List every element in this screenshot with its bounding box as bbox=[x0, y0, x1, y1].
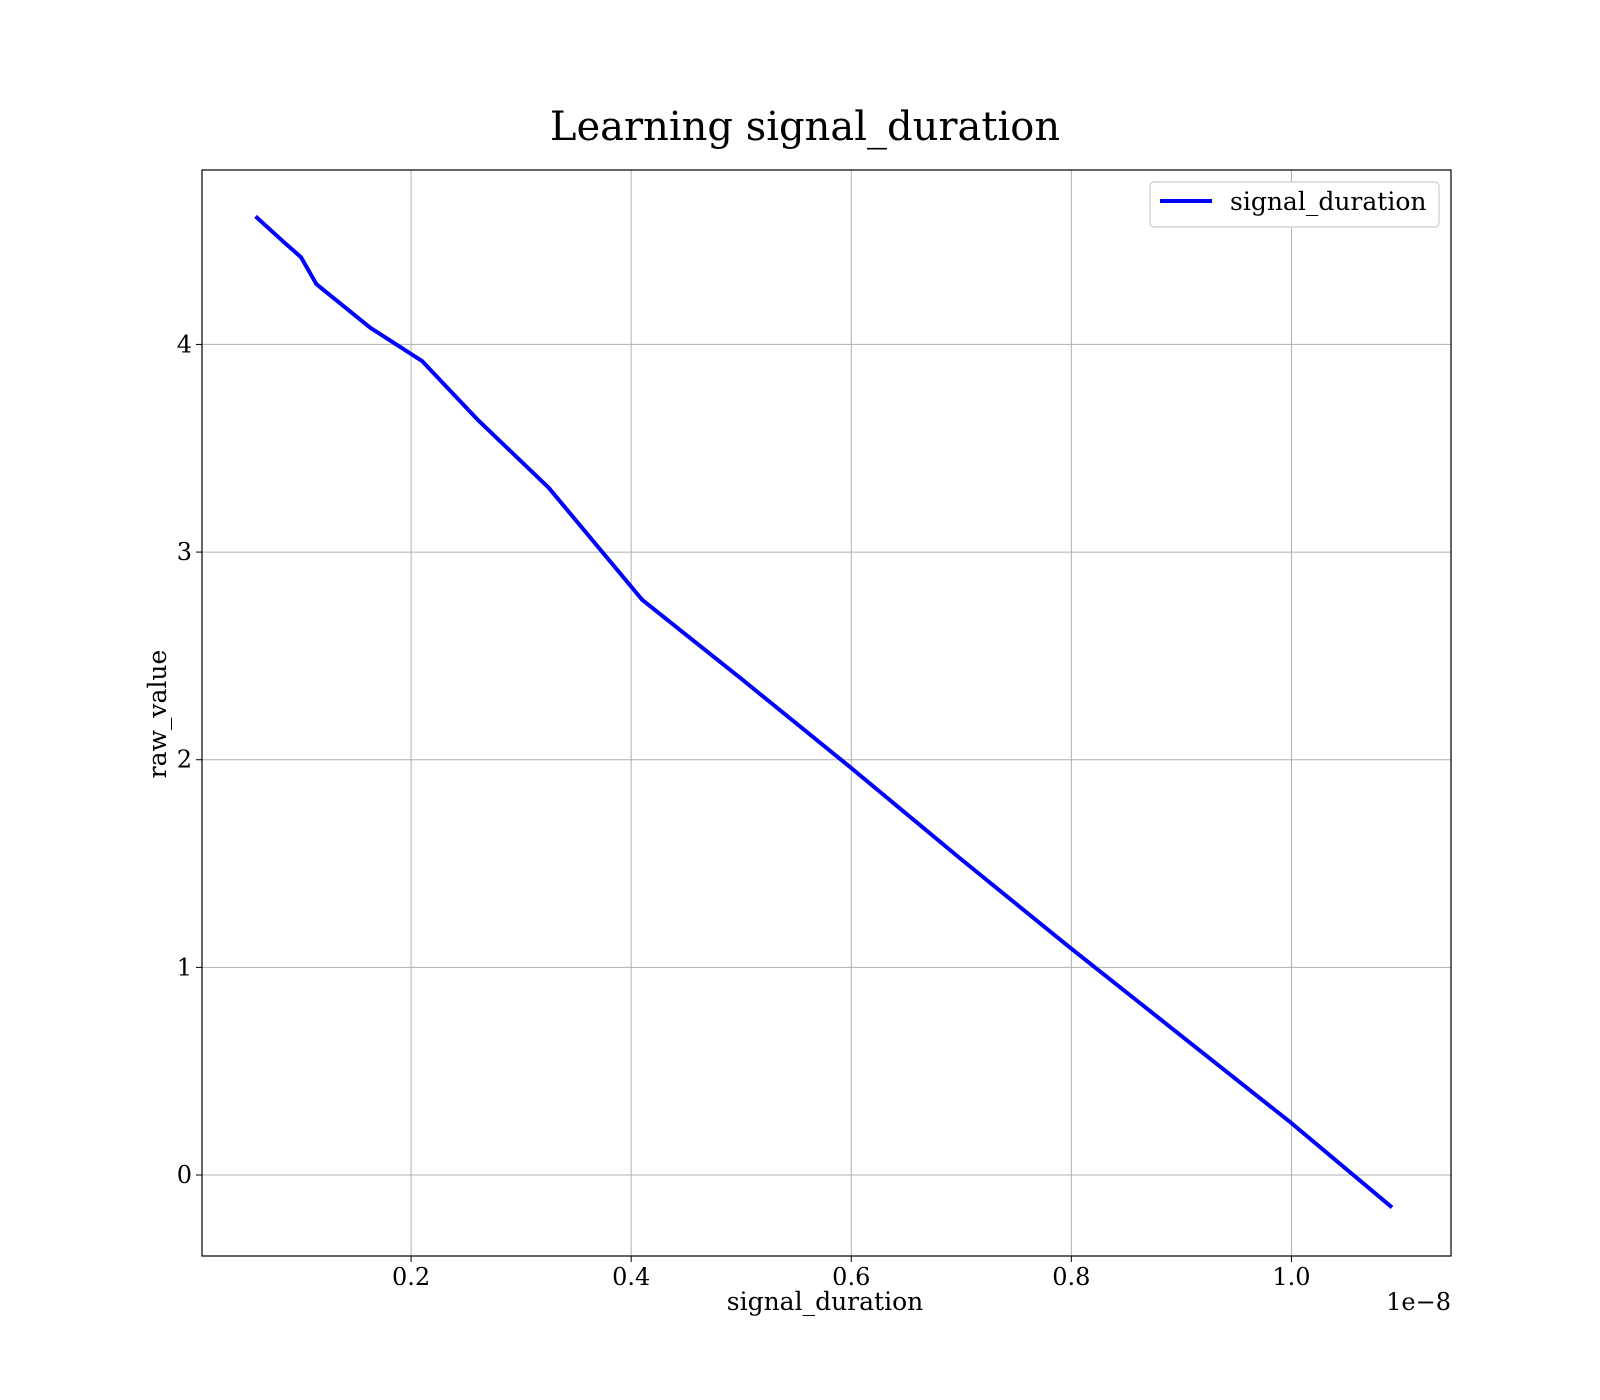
x-tick-label: 0.8 bbox=[1052, 1263, 1090, 1291]
y-tick-label: 4 bbox=[177, 330, 192, 358]
series-layer bbox=[254, 214, 1394, 1209]
y-axis-ticks: 0 1 2 3 4 bbox=[177, 330, 202, 1189]
x-tick-label: 1.0 bbox=[1272, 1263, 1310, 1291]
legend-box bbox=[1149, 181, 1440, 228]
legend-label-signal-duration: signal_duration bbox=[1230, 187, 1426, 216]
x-axis-label: signal_duration bbox=[727, 1287, 923, 1316]
chart-title: Learning signal_duration bbox=[550, 104, 1060, 150]
x-axis-ticks: 0.2 0.4 0.6 0.8 1.0 bbox=[392, 1256, 1311, 1291]
x-tick-label: 0.2 bbox=[392, 1263, 430, 1291]
legend: signal_duration bbox=[1149, 181, 1440, 228]
x-axis-offset-label: 1e−8 bbox=[1386, 1288, 1451, 1316]
grid bbox=[202, 170, 1451, 1256]
plot-area-frame bbox=[201, 169, 1452, 1257]
y-tick-label: 3 bbox=[177, 538, 192, 566]
x-tick-label: 0.4 bbox=[612, 1263, 650, 1291]
series-line bbox=[254, 214, 1394, 1209]
y-tick-label: 2 bbox=[177, 746, 192, 774]
y-tick-label: 0 bbox=[177, 1161, 192, 1189]
y-tick-label: 1 bbox=[177, 953, 192, 981]
x-tick-label: 0.6 bbox=[832, 1263, 870, 1291]
y-axis-label: raw_value bbox=[143, 650, 172, 779]
